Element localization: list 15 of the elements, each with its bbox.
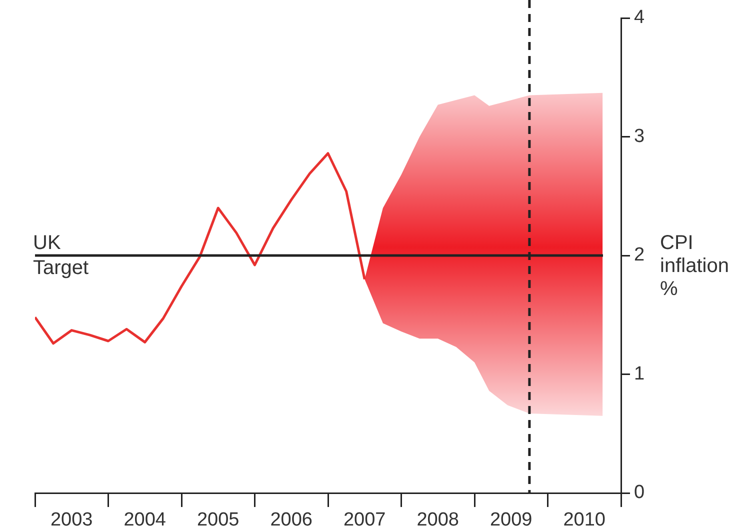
x-tick-label: 2006 — [270, 510, 313, 531]
x-tick-label: 2004 — [124, 510, 166, 531]
y-tick-label: 4 — [634, 7, 645, 28]
y-tick-label: 3 — [634, 126, 645, 147]
x-tick-label: 2010 — [563, 510, 606, 531]
y-tick-label: 2 — [634, 244, 645, 266]
y-axis-title: CPI inflation % — [660, 232, 729, 300]
x-tick-label: 2003 — [50, 510, 93, 531]
x-tick-label: 2005 — [196, 510, 240, 531]
x-tick-label: 2007 — [343, 510, 386, 531]
x-tick-label: 2008 — [416, 510, 460, 531]
ref-line-label: UK Target — [33, 232, 90, 280]
x-tick-label: 2009 — [490, 510, 532, 531]
y-tick-label: 0 — [634, 482, 645, 504]
y-tick-label: 1 — [634, 363, 645, 384]
